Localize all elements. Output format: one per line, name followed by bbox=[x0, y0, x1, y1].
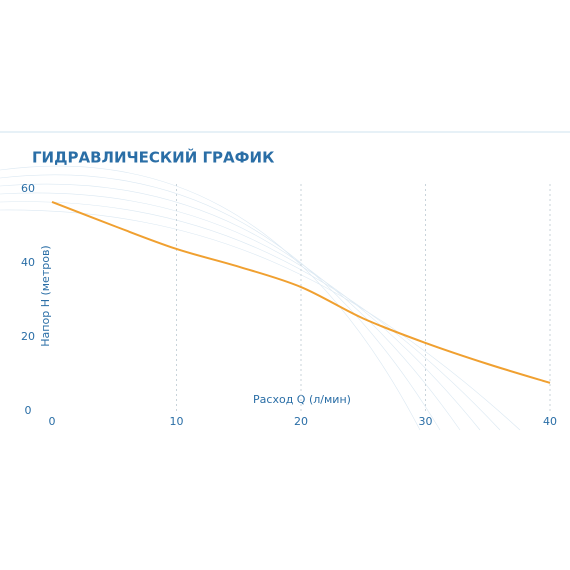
y-tick-label: 20 bbox=[21, 330, 35, 343]
y-tick-label: 60 bbox=[21, 182, 35, 195]
x-tick-label: 20 bbox=[294, 415, 308, 428]
x-tick-label: 40 bbox=[543, 415, 557, 428]
chart-title: ГИДРАВЛИЧЕСКИЙ ГРАФИК bbox=[32, 148, 275, 167]
decoration bbox=[0, 165, 521, 431]
x-tick-label: 10 bbox=[170, 415, 184, 428]
line bbox=[51, 201, 551, 384]
y-axis-label: Напор H (метров) bbox=[39, 245, 52, 346]
y-tick-label: 0 bbox=[25, 404, 32, 417]
y-tick-label: 40 bbox=[21, 256, 35, 269]
x-axis-label: Расход Q (л/мин) bbox=[253, 393, 351, 406]
x-tick-label: 30 bbox=[419, 415, 433, 428]
x-tick-label: 0 bbox=[49, 415, 56, 428]
